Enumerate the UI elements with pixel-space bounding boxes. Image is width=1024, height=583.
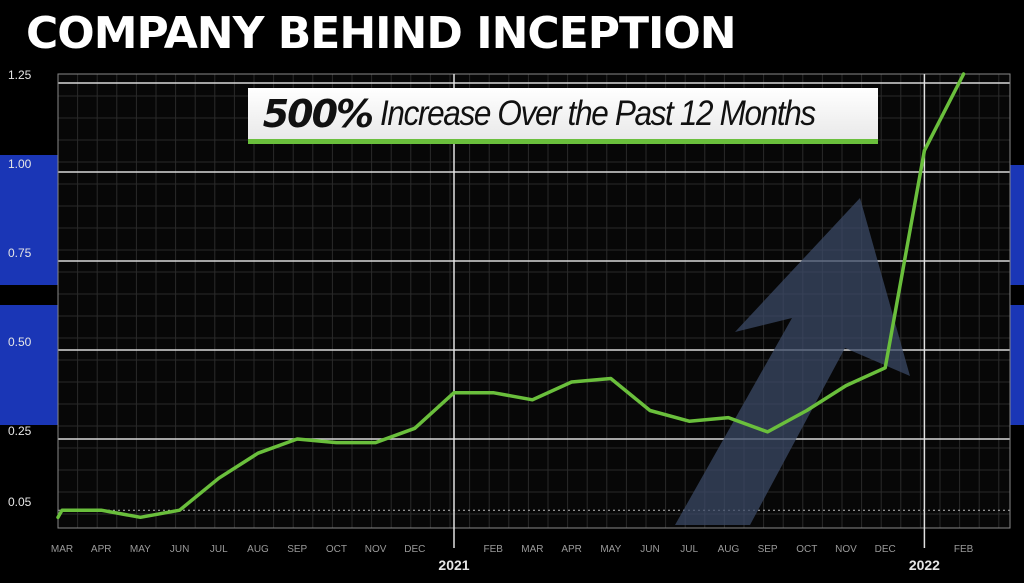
y-axis-tick-labels: 1.25 1.00 0.75 0.50 0.25 0.05 bbox=[8, 68, 32, 509]
x-tick-label: OCT bbox=[796, 544, 817, 555]
x-tick-label: OCT bbox=[326, 544, 347, 555]
x-tick-label: AUG bbox=[718, 544, 740, 555]
x-tick-label: DEC bbox=[875, 544, 896, 555]
x-tick-label: MAR bbox=[521, 544, 543, 555]
x-tick-label: JUN bbox=[640, 544, 659, 555]
x-tick-label: MAR bbox=[51, 544, 73, 555]
y-tick-label: 0.75 bbox=[8, 246, 32, 260]
x-axis-tick-labels: MAR APR MAY JUN JUL AUG SEP OCT NOV DEC FEB MAR APR M… bbox=[51, 544, 974, 555]
x-tick-label: FEB bbox=[954, 544, 974, 555]
x-tick-label: FEB bbox=[483, 544, 503, 555]
x-tick-label: APR bbox=[91, 544, 112, 555]
x-tick-label: NOV bbox=[365, 544, 387, 555]
x-tick-label: SEP bbox=[758, 544, 778, 555]
major-grid bbox=[57, 73, 1011, 529]
x-tick-label: JUL bbox=[680, 544, 698, 555]
y-tick-label: 1.25 bbox=[8, 68, 32, 82]
x-tick-label: MAY bbox=[130, 544, 151, 555]
y-tick-label: 0.50 bbox=[8, 335, 32, 349]
y-tick-label: 1.00 bbox=[8, 157, 32, 171]
y-tick-label: 0.25 bbox=[8, 424, 32, 438]
y-tick-label: 0.05 bbox=[8, 495, 32, 509]
x-tick-label: AUG bbox=[247, 544, 269, 555]
banner-text: Increase Over the Past 12 Months bbox=[380, 93, 816, 133]
x-tick-label: JUL bbox=[210, 544, 228, 555]
increase-banner: 500% Increase Over the Past 12 Months bbox=[248, 88, 878, 144]
year-label: 2022 bbox=[909, 557, 940, 573]
year-labels: 2021 2022 bbox=[438, 557, 940, 573]
page-headline: COMPANY BEHIND INCEPTION bbox=[26, 8, 737, 59]
plot-border bbox=[57, 73, 1011, 529]
x-tick-label: JUN bbox=[170, 544, 189, 555]
x-tick-label: APR bbox=[561, 544, 582, 555]
year-label: 2021 bbox=[438, 557, 469, 573]
x-tick-label: SEP bbox=[287, 544, 307, 555]
data-line-series bbox=[56, 72, 966, 520]
up-arrow-annotation bbox=[675, 198, 910, 525]
blue-side-bands bbox=[0, 155, 1024, 425]
x-tick-label: NOV bbox=[835, 544, 857, 555]
x-tick-label: MAY bbox=[600, 544, 621, 555]
x-tick-label: DEC bbox=[404, 544, 425, 555]
banner-highlight: 500% bbox=[262, 91, 374, 136]
